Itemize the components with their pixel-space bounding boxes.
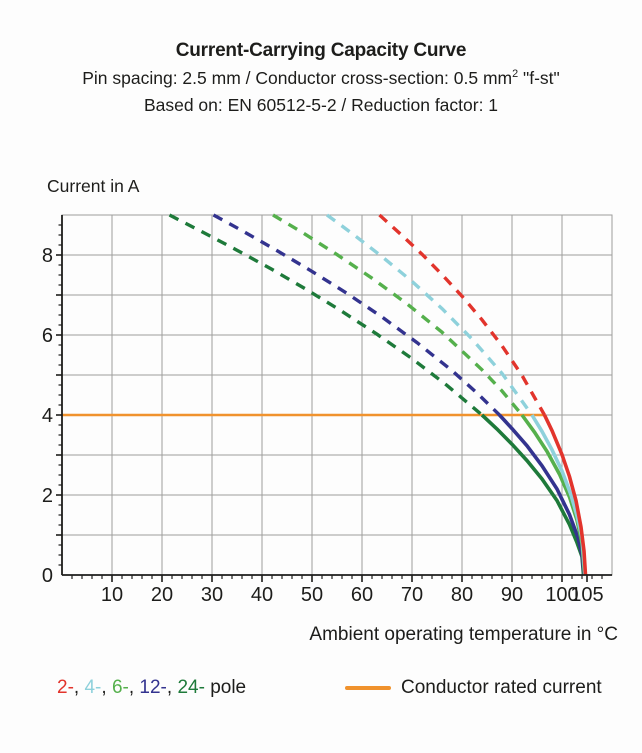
subtitle-1-suffix: "f-st" (518, 68, 560, 88)
legend-pole-counts: 2-, 4-, 6-, 12-, 24- pole (57, 677, 247, 698)
x-tick-label: 50 (301, 584, 323, 606)
legend-pole-4: 4- (84, 677, 102, 698)
legend-rated-current: Conductor rated current (345, 677, 602, 699)
x-tick-label: 80 (451, 584, 473, 606)
plot-frame (61, 214, 613, 576)
x-tick-label: 10 (101, 584, 123, 606)
rated-current-line-swatch (345, 686, 391, 690)
x-tick-label: 70 (401, 584, 423, 606)
curve-24-pole-dashed (168, 213, 484, 417)
legend-pole-6: 6- (111, 677, 129, 698)
y-axis-title: Current in A (47, 176, 140, 196)
curve-12-pole-dashed (212, 213, 501, 417)
x-tick-label: 105 (570, 584, 603, 606)
subtitle-1-text: Pin spacing: 2.5 mm / Conductor cross-se… (82, 68, 513, 88)
chart-subtitle-1: Pin spacing: 2.5 mm / Conductor cross-se… (0, 68, 642, 88)
y-tick-label: 2 (42, 485, 53, 507)
x-tick-label: 100 (545, 584, 578, 606)
x-tick-label: 20 (151, 584, 173, 606)
x-axis-title: Ambient operating temperature in °C (309, 624, 618, 645)
y-tick-label: 0 (42, 565, 53, 587)
x-tick-label: 60 (351, 584, 373, 606)
curve-6-pole-dashed (272, 213, 524, 417)
y-tick-label: 8 (42, 245, 53, 267)
legend-pole-12: 12- (139, 677, 167, 698)
curve-2-pole-solid (542, 414, 588, 576)
legend-pole-24: 24- (177, 677, 205, 698)
legend-pole-2: 2- (57, 677, 74, 698)
rated-current-label: Conductor rated current (401, 677, 602, 698)
y-tick-label: 6 (42, 325, 53, 347)
curve-4-pole-dashed (325, 213, 534, 416)
x-tick-label: 40 (251, 584, 273, 606)
chart-subtitle-2: Based on: EN 60512-5-2 / Reduction facto… (143, 95, 499, 115)
legend-pole-word: pole (210, 677, 247, 698)
x-tick-label: 90 (501, 584, 523, 606)
y-tick-label: 4 (42, 405, 53, 427)
chart-title: Current-Carrying Capacity Curve (175, 40, 467, 61)
subtitle-1-superscript: 2 (512, 68, 519, 81)
curve-2-pole-dashed (378, 213, 546, 416)
x-tick-label: 30 (201, 584, 223, 606)
